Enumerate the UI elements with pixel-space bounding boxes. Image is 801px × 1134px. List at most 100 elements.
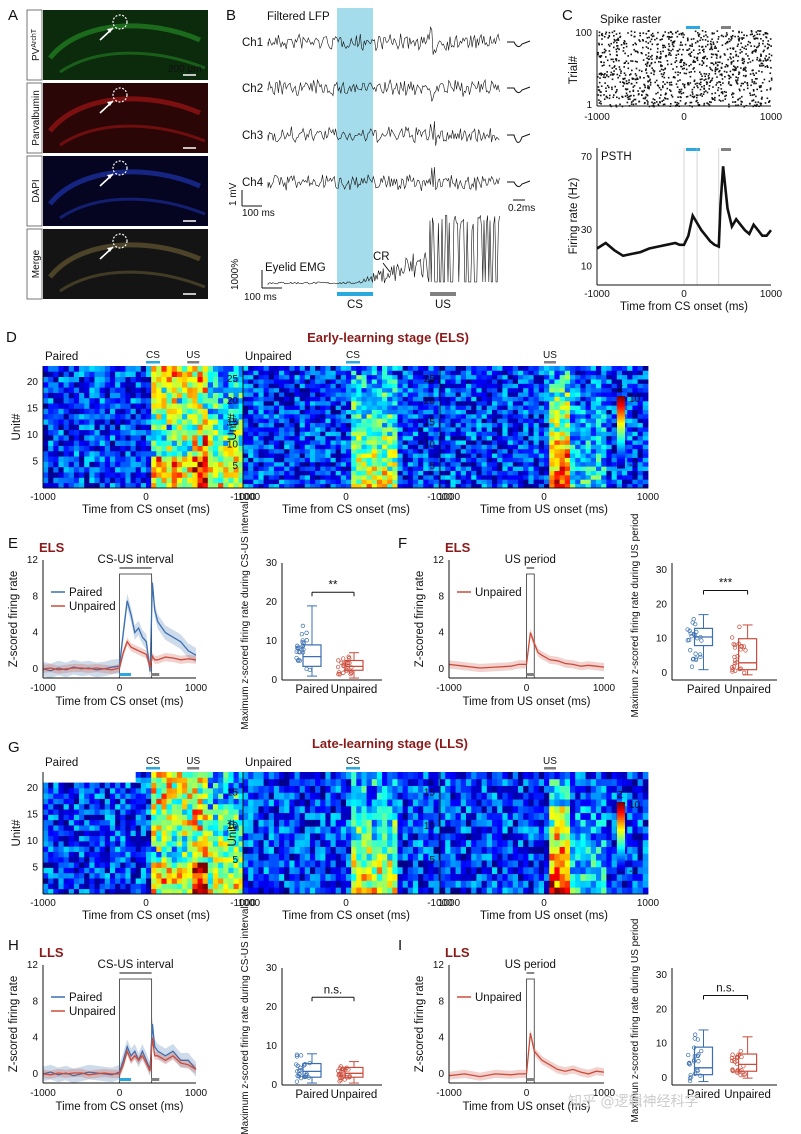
heatmap-cell: [356, 413, 362, 419]
heatmap-cell: [166, 878, 173, 884]
heatmap-cell: [627, 431, 633, 437]
heatmap-cell: [423, 366, 429, 371]
heatmap-cell: [89, 477, 95, 484]
heatmap-cell: [418, 396, 424, 402]
heatmap-cell: [253, 474, 259, 480]
heatmap-cell: [207, 413, 214, 420]
spike-mark: [712, 53, 714, 56]
heatmap-cell: [212, 846, 219, 852]
heatmap-cell: [376, 379, 383, 384]
heatmap-cell: [304, 374, 311, 380]
heatmap-cell: [611, 479, 618, 485]
spike-mark: [690, 55, 692, 57]
heatmap-cell: [361, 461, 367, 467]
heatmap-cell: [94, 472, 101, 478]
heatmap-cell: [512, 383, 519, 389]
x-axis-label: Time from CS onset (ms): [282, 504, 410, 516]
heatmap-cell: [94, 856, 101, 863]
heatmap-cell: [366, 370, 373, 376]
heatmap-cell: [642, 444, 649, 450]
spike-mark: [630, 53, 632, 56]
heatmap-cell: [356, 483, 362, 489]
heatmap-cell: [94, 445, 101, 452]
heatmap-cell: [140, 830, 147, 837]
heatmap-cell: [387, 427, 393, 432]
heatmap-cell: [445, 483, 451, 489]
heatmap-cell: [263, 470, 270, 476]
heatmap-cell: [315, 483, 321, 489]
heatmap-cell: [125, 440, 131, 446]
heatmap-cell: [212, 835, 219, 842]
heatmap-cell: [125, 477, 131, 484]
heatmap-cell: [476, 461, 482, 467]
heatmap-cell: [218, 440, 224, 446]
heatmap-cell: [460, 461, 467, 467]
heatmap-cell: [73, 456, 80, 462]
heatmap-cell: [412, 461, 419, 467]
heatmap-cell: [48, 878, 54, 884]
heatmap-cell: [392, 470, 398, 476]
spike-mark: [714, 66, 717, 69]
heatmap-cell: [528, 427, 534, 432]
heatmap-cell: [84, 472, 90, 478]
heatmap-cell: [284, 470, 290, 476]
heatmap-cell: [580, 466, 586, 471]
heatmap-cell: [445, 431, 451, 437]
heatmap-cell: [601, 474, 607, 480]
heatmap-cell: [361, 387, 367, 393]
heatmap-cell: [528, 405, 534, 410]
heatmap-cell: [575, 383, 581, 389]
heatmap-cell: [43, 888, 49, 895]
spike-mark: [689, 101, 692, 104]
heatmap-cell: [412, 444, 419, 450]
heatmap-cell: [268, 379, 275, 384]
heatmap-cell: [325, 405, 331, 410]
heatmap-cell: [125, 888, 131, 895]
cs-bar: [686, 148, 700, 151]
heatmap-cell: [575, 479, 581, 485]
heatmap-cell: [207, 408, 214, 415]
heatmap-cell: [94, 883, 101, 890]
heatmap-cell: [356, 427, 362, 432]
heatmap-cell: [130, 403, 137, 409]
heatmap-cell: [238, 883, 245, 890]
heatmap-cell: [140, 851, 147, 858]
heatmap-cell: [523, 479, 529, 485]
heatmap-cell: [507, 431, 514, 437]
heatmap-cell: [73, 371, 80, 377]
heatmap-cell: [151, 445, 157, 452]
heatmap-cell: [268, 396, 275, 402]
heatmap-cell: [94, 450, 101, 457]
spike-mark: [663, 103, 666, 106]
spike-mark: [648, 87, 650, 90]
heatmap-cell: [335, 435, 342, 441]
heatmap-cell: [53, 376, 59, 383]
heatmap-cell: [642, 405, 649, 410]
heatmap-cell: [549, 405, 555, 410]
heatmap-cell: [299, 435, 306, 441]
spike-mark: [697, 86, 699, 89]
heatmap-cell: [207, 429, 214, 436]
heatmap-cell: [642, 422, 649, 428]
spike-mark: [670, 49, 672, 52]
heatmap-cell: [79, 883, 85, 890]
heatmap-cell: [402, 387, 409, 393]
heatmap-cell: [486, 422, 493, 428]
heatmap-cell: [89, 482, 95, 489]
heatmap-cell: [294, 396, 301, 402]
heatmap-cell: [279, 479, 285, 485]
heatmap-cell: [120, 445, 126, 452]
heatmap-cell: [53, 466, 59, 473]
heatmap-cell: [518, 470, 524, 476]
heatmap-cell: [330, 479, 337, 485]
heatmap-cell: [171, 477, 178, 484]
heatmap-cell: [218, 840, 224, 847]
heatmap-cell: [601, 405, 607, 410]
heatmap-cell: [356, 444, 362, 450]
heatmap-cell: [94, 387, 101, 393]
heatmap-cell: [601, 374, 607, 380]
spike-mark: [641, 90, 643, 92]
heatmap-cell: [340, 396, 347, 402]
spike-mark: [719, 61, 721, 64]
heatmap-cell: [371, 409, 378, 415]
